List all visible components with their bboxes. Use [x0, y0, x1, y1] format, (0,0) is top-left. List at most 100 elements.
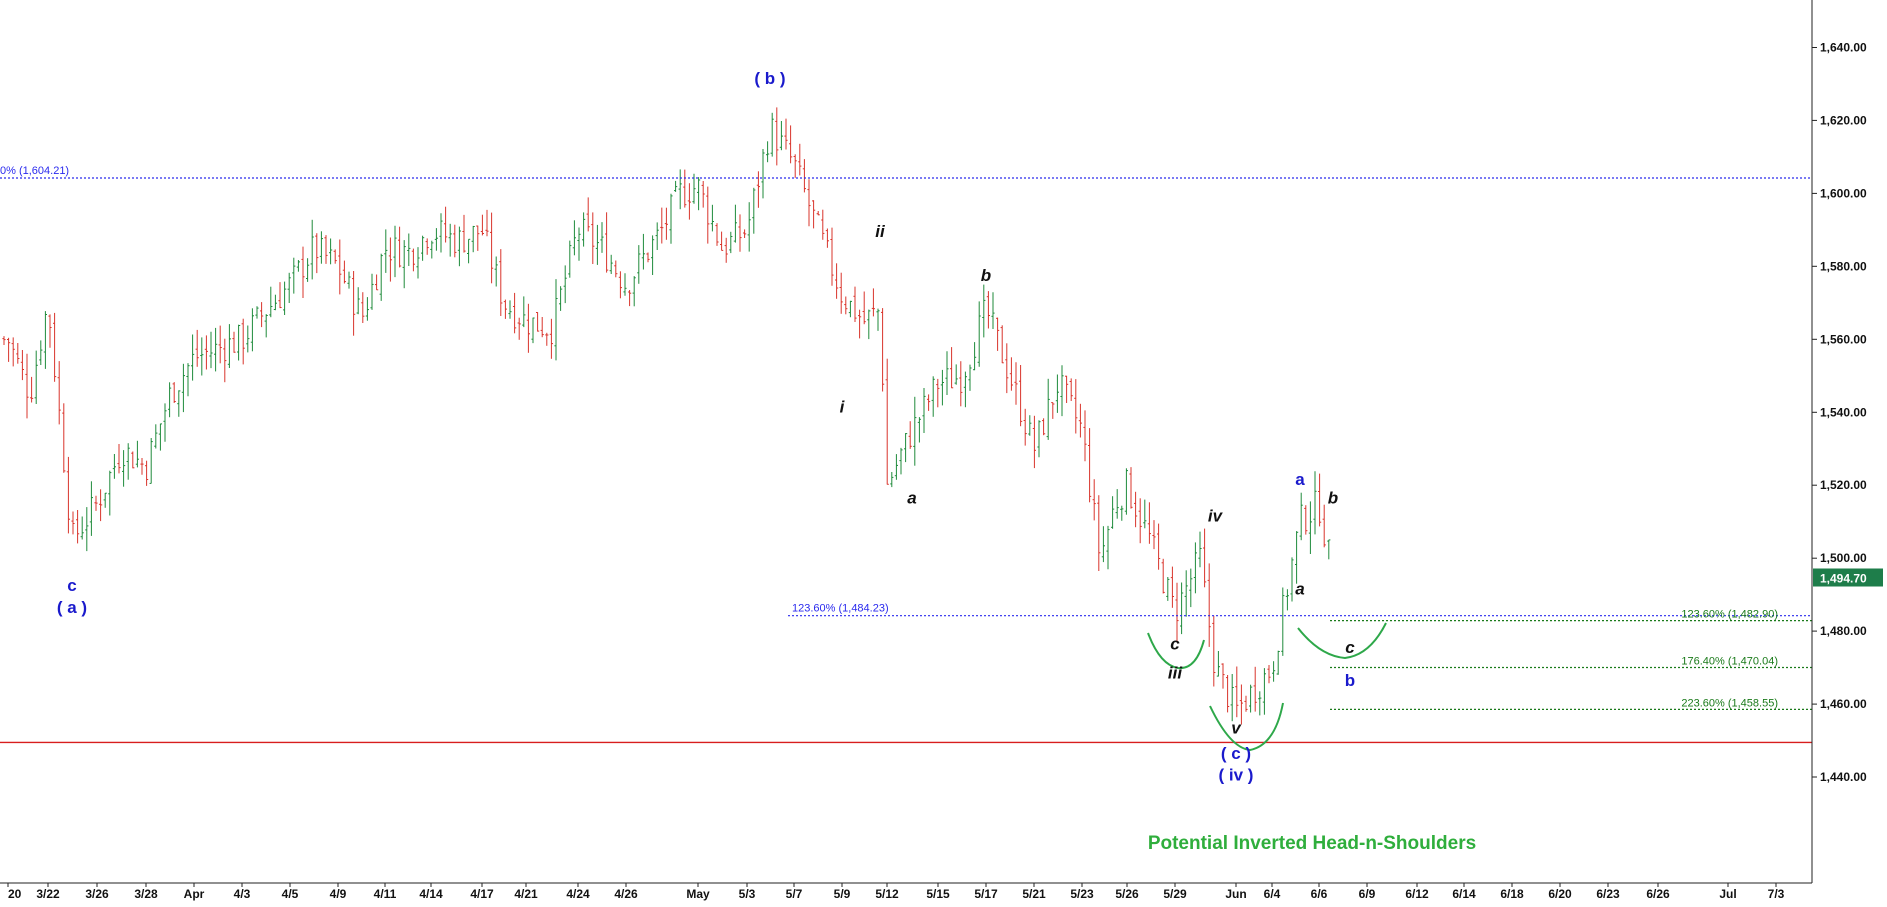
x-tick-label: 6/6	[1311, 887, 1328, 901]
candle	[292, 257, 296, 294]
candle	[1129, 467, 1133, 509]
candle	[1060, 365, 1064, 417]
candle	[1037, 420, 1041, 458]
candle	[1106, 525, 1110, 570]
candle	[411, 248, 415, 272]
candle	[103, 492, 107, 508]
wave-label: a	[1295, 470, 1305, 489]
candle	[1078, 403, 1082, 438]
x-tick-label: 6/9	[1359, 887, 1376, 901]
candle	[398, 226, 402, 268]
candle	[1285, 589, 1289, 611]
candle	[260, 302, 264, 328]
candle	[858, 309, 862, 339]
candle	[756, 171, 760, 208]
candle	[701, 181, 705, 208]
candle	[586, 197, 590, 232]
candle	[71, 511, 75, 535]
x-tick-label: 5/21	[1022, 887, 1046, 901]
candle	[747, 202, 751, 252]
candle	[365, 297, 369, 321]
candle	[352, 271, 356, 336]
candle	[559, 286, 563, 311]
candle	[1097, 495, 1101, 571]
x-tick-label: 4/14	[419, 887, 443, 901]
candle	[770, 112, 774, 157]
candle	[835, 263, 839, 299]
candle	[715, 223, 719, 246]
candle	[991, 292, 995, 329]
candle	[218, 325, 222, 364]
x-tick-label: 3/28	[134, 887, 158, 901]
candle	[1235, 666, 1239, 718]
candle	[1258, 691, 1262, 716]
candle	[1244, 695, 1248, 712]
candle	[177, 390, 181, 417]
candle	[1120, 505, 1124, 521]
candle	[85, 507, 89, 552]
candle	[683, 169, 687, 208]
candle	[1124, 468, 1128, 515]
x-tick-label: 5/15	[926, 887, 950, 901]
candle	[526, 303, 530, 353]
candle	[375, 274, 379, 291]
candle	[1147, 502, 1151, 544]
candle	[338, 239, 342, 295]
candle	[1065, 375, 1069, 403]
candle	[784, 118, 788, 150]
x-tick-label: 4/24	[566, 887, 590, 901]
candle	[899, 447, 903, 475]
candle	[674, 180, 678, 192]
candle	[761, 149, 765, 199]
last-price-label: 1,494.70	[1820, 572, 1867, 586]
x-tick-label: 4/3	[234, 887, 251, 901]
candle	[568, 240, 572, 278]
candle	[1138, 498, 1142, 544]
candle	[959, 361, 963, 407]
wave-label: ( b )	[754, 69, 785, 88]
y-tick-label: 1,480.00	[1820, 624, 1867, 638]
candle	[149, 438, 153, 484]
candle	[651, 235, 655, 275]
candle	[1143, 499, 1147, 529]
candle	[669, 193, 673, 244]
candle	[697, 177, 701, 211]
candle	[361, 292, 365, 323]
candle	[490, 212, 494, 284]
candle	[821, 209, 825, 240]
candle	[802, 159, 806, 193]
candle	[729, 231, 733, 254]
candle	[807, 179, 811, 227]
candle	[540, 317, 544, 338]
candle	[595, 224, 599, 265]
wave-label: a	[907, 489, 916, 508]
x-tick-label: Jul	[1719, 887, 1736, 901]
candle	[329, 238, 333, 265]
candle	[1216, 651, 1220, 677]
candle	[421, 235, 425, 261]
candle	[936, 378, 940, 408]
candle	[232, 331, 236, 353]
candle	[204, 335, 208, 370]
candle	[1088, 428, 1092, 503]
x-tick-label: 3/22	[36, 887, 60, 901]
x-tick-label: 4/9	[330, 887, 347, 901]
x-tick-label: 5/3	[739, 887, 756, 901]
candle	[743, 229, 747, 238]
candle	[1166, 577, 1170, 601]
candle	[563, 265, 567, 304]
x-tick-label: 4/11	[374, 887, 397, 901]
candle	[628, 290, 632, 307]
candle	[779, 121, 783, 151]
candle	[30, 376, 34, 403]
candle	[812, 200, 816, 229]
x-tick-label: 5/17	[974, 887, 998, 901]
candle	[347, 271, 351, 289]
candle	[476, 225, 480, 251]
candle	[16, 343, 20, 364]
candle	[1184, 570, 1188, 617]
candle	[1074, 379, 1078, 434]
candle	[140, 458, 144, 475]
